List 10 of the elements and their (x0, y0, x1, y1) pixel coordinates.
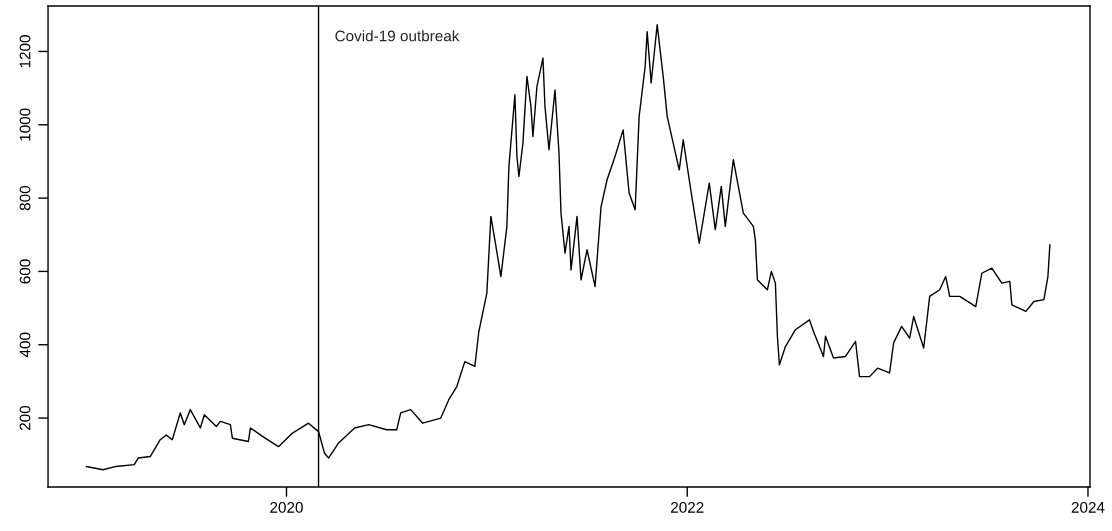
y-tick-label: 200 (19, 405, 31, 431)
ref-line-label: Covid-19 outbreak (335, 30, 460, 42)
y-tick-label: 1000 (19, 108, 31, 141)
y-tick-label: 400 (19, 332, 31, 358)
y-tick-label: 800 (19, 185, 31, 211)
y-tick-label: 1200 (19, 35, 31, 68)
x-tick-label: 2020 (270, 501, 303, 513)
y-tick-label: 600 (19, 259, 31, 284)
x-tick-label: 2022 (671, 501, 704, 513)
x-tick-label: 2024 (1071, 501, 1105, 513)
